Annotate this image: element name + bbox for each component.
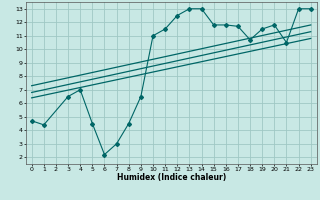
X-axis label: Humidex (Indice chaleur): Humidex (Indice chaleur)	[116, 173, 226, 182]
